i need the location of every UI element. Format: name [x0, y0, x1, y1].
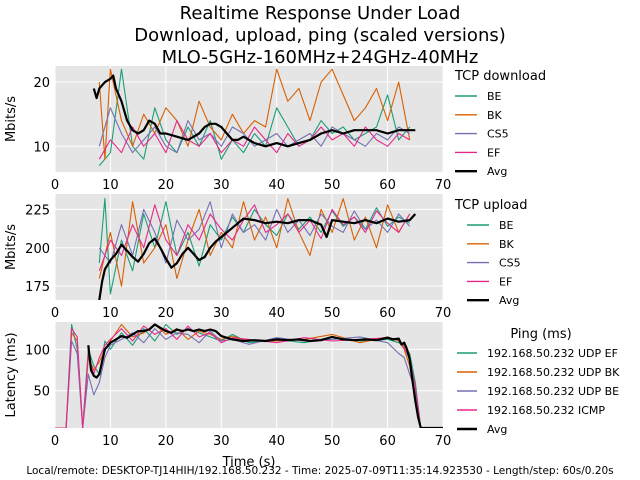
y-tick-label: 10 — [33, 140, 50, 155]
panel-ping: 0 10 20 30 40 50 60 70 50 100 Latency (ms) Time (s) — [4, 322, 451, 470]
x-tick-label: 40 — [268, 178, 285, 193]
x-tick-label: 30 — [213, 306, 230, 321]
x-tick-label: 0 — [51, 434, 59, 449]
x-tick-label: 30 — [213, 434, 230, 449]
legend-label: BK — [499, 238, 515, 251]
x-tick-label: 70 — [435, 178, 452, 193]
legend-label: EF — [499, 275, 512, 288]
legend-label: CS5 — [487, 128, 509, 141]
series-line-ef — [98, 120, 410, 160]
legend-label: 192.168.50.232 UDP BE — [487, 385, 619, 398]
series-line-avg — [98, 213, 417, 300]
y-tick-label: 50 — [33, 385, 50, 400]
legend-ping: Ping (ms) 192.168.50.232 UDP EF 192.168.50… — [457, 327, 620, 436]
chart-title-line-3: MLO-5GHz-160MHz+24GHz-40MHz — [162, 47, 479, 68]
panel-download: 0 10 20 30 40 50 60 70 10 20 Mbits/s — [4, 66, 451, 193]
x-tick-label: 10 — [102, 434, 119, 449]
legend-label: Avg — [499, 294, 519, 307]
legend-title: TCP upload — [454, 198, 528, 213]
x-tick-label: 60 — [379, 178, 396, 193]
series-line-be — [98, 68, 411, 166]
legend-label: BE — [487, 90, 502, 103]
legend-label: 192.168.50.232 UDP BK — [487, 366, 620, 379]
series-line-bk — [98, 198, 411, 287]
x-axis-label: Time (s) — [222, 455, 276, 470]
chart-title-line-2: Download, upload, ping (scaled versions) — [134, 25, 506, 46]
x-tick-label: 30 — [213, 178, 230, 193]
x-tick-label: 50 — [324, 306, 341, 321]
x-tick-label: 70 — [435, 434, 452, 449]
chart-legends: TCP download BE BK CS5 EF Avg TCP upload BE BK CS… — [454, 69, 620, 436]
legend-title: TCP download — [454, 69, 546, 84]
series-line-avg — [87, 323, 443, 428]
series-line-bk — [98, 68, 411, 160]
legend-label: BE — [499, 219, 514, 232]
x-tick-label: 20 — [158, 178, 175, 193]
y-tick-label: 175 — [25, 280, 50, 295]
series-line-cs5 — [98, 201, 411, 264]
legend-label: Avg — [487, 165, 507, 178]
x-tick-label: 60 — [379, 306, 396, 321]
x-tick-label: 20 — [158, 306, 175, 321]
legend-title: Ping (ms) — [510, 327, 571, 342]
x-tick-label: 10 — [102, 178, 119, 193]
legend-download: TCP download BE BK CS5 EF Avg — [454, 69, 546, 178]
y-tick-label: 20 — [33, 76, 50, 91]
x-tick-label: 20 — [158, 434, 175, 449]
x-tick-label: 50 — [324, 434, 341, 449]
x-tick-label: 10 — [102, 306, 119, 321]
x-tick-label: 40 — [268, 434, 285, 449]
x-tick-label: 60 — [379, 434, 396, 449]
y-axis-label: Mbits/s — [4, 96, 19, 142]
x-tick-label: 70 — [435, 306, 452, 321]
panel-upload: 0 10 20 30 40 50 60 70 175 200 225 Mbits/s — [4, 194, 451, 321]
y-axis-label: Latency (ms) — [4, 332, 19, 417]
chart-panels: 0 10 20 30 40 50 60 70 10 20 Mbits/s 0 10 20 30 40 50 60 7… — [4, 66, 451, 470]
footer-text: Local/remote: DESKTOP-TJ14HIH/192.168.50… — [26, 465, 613, 477]
legend-label: Avg — [487, 423, 507, 436]
legend-upload: TCP upload BE BK CS5 EF Avg — [454, 198, 528, 307]
legend-label: BK — [487, 109, 503, 122]
x-tick-label: 50 — [324, 178, 341, 193]
legend-label: EF — [487, 146, 500, 159]
x-tick-label: 0 — [51, 306, 59, 321]
series-line-cs5 — [98, 107, 410, 154]
legend-label: CS5 — [499, 257, 521, 270]
x-tick-label: 0 — [51, 178, 59, 193]
x-tick-label: 40 — [268, 306, 285, 321]
y-axis-label: Mbits/s — [4, 224, 19, 270]
legend-label: 192.168.50.232 ICMP — [487, 404, 605, 417]
series-line-avg — [92, 74, 416, 148]
series-line-192-168-50-232-udp-be — [55, 328, 443, 428]
legend-label: 192.168.50.232 UDP EF — [487, 347, 618, 360]
y-tick-label: 225 — [25, 203, 50, 218]
chart-title-line-1: Realtime Response Under Load — [180, 3, 461, 24]
y-tick-label: 100 — [25, 343, 50, 358]
y-tick-label: 200 — [25, 242, 50, 257]
